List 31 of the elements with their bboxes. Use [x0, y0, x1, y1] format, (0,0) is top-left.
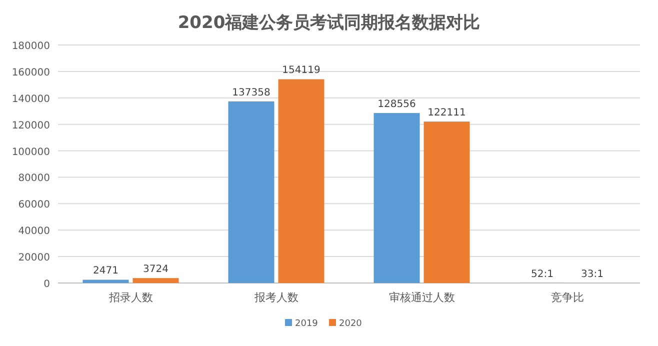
y-tick-label: 40000	[18, 226, 50, 238]
chart-title: 2020福建公务员考试同期报名数据对比	[178, 13, 480, 33]
legend-label: 2019	[295, 319, 318, 329]
x-tick-label: 审核通过人数	[388, 291, 455, 304]
bar	[228, 101, 274, 283]
y-tick-label: 180000	[12, 41, 50, 52]
data-label: 33:1	[581, 268, 604, 280]
data-label: 52:1	[531, 268, 554, 280]
x-tick-label: 报考人数	[253, 291, 298, 304]
bar	[278, 79, 324, 283]
y-tick-label: 80000	[18, 173, 50, 184]
bar	[82, 280, 129, 283]
x-tick-label: 招录人数	[108, 291, 153, 304]
y-tick-label: 140000	[12, 94, 50, 105]
y-tick-label: 160000	[12, 67, 50, 78]
data-label: 137358	[232, 87, 270, 98]
y-tick-label: 60000	[18, 200, 50, 211]
data-label: 154119	[282, 65, 320, 76]
bar	[132, 278, 179, 283]
data-label: 128556	[378, 99, 416, 110]
y-tick-label: 120000	[12, 120, 50, 132]
data-label: 122111	[428, 108, 466, 119]
bar	[374, 113, 420, 283]
x-tick-label: 竞争比	[550, 291, 584, 304]
data-label: 2471	[93, 266, 118, 277]
y-tick-label: 100000	[12, 146, 50, 158]
data-label: 3724	[143, 264, 168, 276]
y-tick-label: 20000	[18, 252, 50, 264]
y-tick-label: 0	[44, 279, 50, 290]
bar	[424, 122, 470, 283]
legend-label: 2020	[339, 319, 362, 329]
